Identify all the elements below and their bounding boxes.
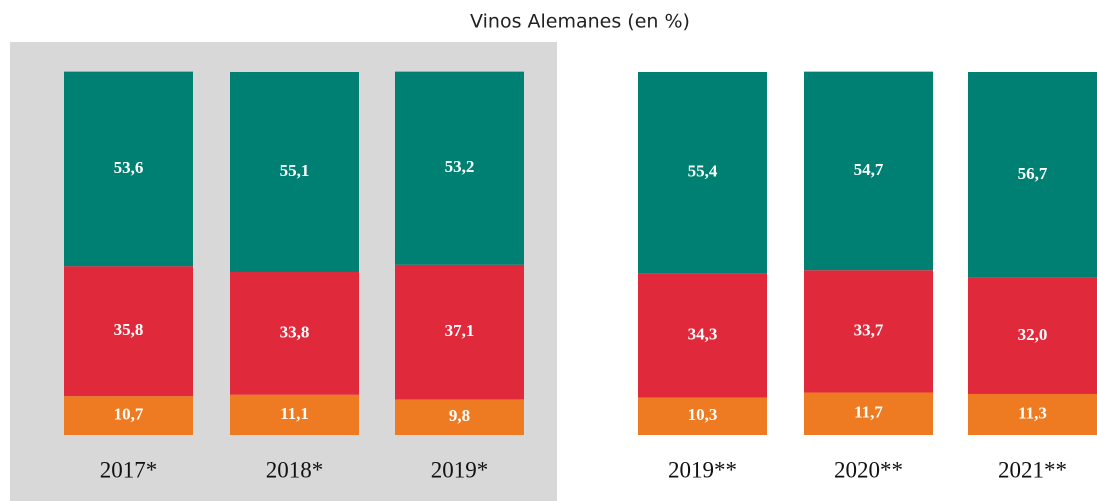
bar-segment (638, 397, 767, 435)
chart-title: Vinos Alemanes (en %) (470, 11, 690, 33)
bar-segment (968, 393, 1097, 435)
value-label: 11,3 (1018, 403, 1047, 422)
bar-segment (395, 399, 524, 435)
bar-segment (230, 272, 359, 395)
value-label: 55,4 (688, 161, 718, 180)
bar-segment (804, 270, 933, 393)
bar-segment (804, 392, 933, 435)
bar-segment (395, 71, 524, 265)
x-tick-label: 2020** (834, 457, 903, 482)
value-label: 10,3 (688, 405, 718, 424)
value-label: 37,1 (445, 321, 475, 340)
value-label: 11,7 (854, 403, 883, 422)
value-label: 34,3 (688, 324, 718, 343)
bar-segment (64, 396, 193, 435)
value-label: 11,1 (280, 404, 309, 423)
bar-segment (64, 71, 193, 267)
bar-segment (638, 72, 767, 274)
value-label: 56,7 (1018, 164, 1048, 183)
value-label: 9,8 (449, 406, 470, 425)
value-label: 32,0 (1018, 325, 1048, 344)
value-label: 53,6 (114, 158, 144, 177)
value-label: 54,7 (854, 160, 884, 179)
bar-segment (395, 264, 524, 400)
bar-segment (968, 277, 1097, 394)
value-label: 33,8 (280, 322, 310, 341)
value-label: 55,1 (280, 161, 310, 180)
bar-segment (968, 72, 1097, 278)
bar-segment (64, 266, 193, 397)
x-tick-label: 2017* (100, 457, 158, 482)
x-tick-label: 2019** (668, 457, 737, 482)
x-tick-label: 2019* (431, 457, 489, 482)
x-tick-label: 2018* (266, 457, 324, 482)
bar-segment (230, 394, 359, 435)
bar-segment (638, 273, 767, 398)
bar-segment (230, 72, 359, 273)
value-label: 35,8 (114, 320, 144, 339)
value-label: 53,2 (445, 157, 475, 176)
bar-segment (804, 71, 933, 271)
value-label: 10,7 (114, 404, 144, 423)
value-label: 33,7 (854, 320, 884, 339)
x-tick-label: 2021** (998, 457, 1067, 482)
